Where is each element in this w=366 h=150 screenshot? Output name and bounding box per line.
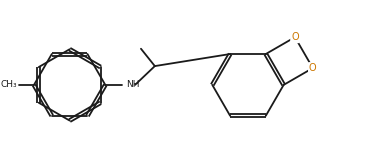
Text: O: O	[291, 32, 299, 42]
Text: O: O	[309, 63, 317, 73]
Text: CH₃: CH₃	[0, 80, 17, 89]
Text: NH: NH	[126, 80, 139, 89]
